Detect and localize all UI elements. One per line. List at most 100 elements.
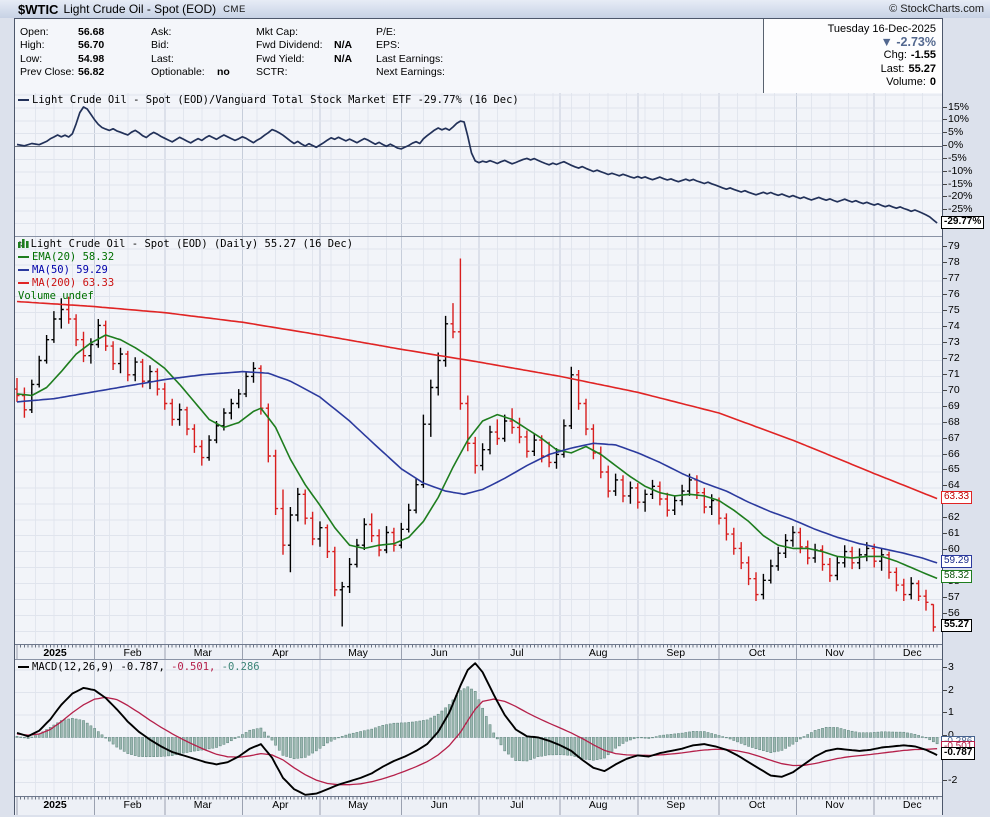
price-axis-label: 78 — [943, 257, 960, 268]
volume-bars-icon — [18, 239, 29, 248]
price-legend-title: Light Crude Oil - Spot (EOD) (Daily) 55.… — [30, 238, 354, 250]
price-axis-label: 62 — [943, 512, 960, 523]
legend-ema20: EMA(20) 58.32 — [18, 251, 353, 264]
price-axis-label: 61 — [943, 528, 960, 539]
macd-chart-svg — [15, 660, 942, 797]
axis-ticks — [16, 645, 938, 660]
quote-field-value: 56.70 — [78, 39, 105, 52]
ratio-last-value-box: -29.77% — [941, 216, 985, 230]
instrument-title: Light Crude Oil - Spot (EOD) — [63, 2, 217, 16]
month-label-2025: 2025 — [43, 799, 67, 811]
volume-row: Volume: 0 — [764, 76, 942, 89]
quote-field-label: Prev Close: — [20, 66, 75, 79]
quote-field-label: Fwd Yield: — [256, 52, 305, 65]
price-axis-label: 70 — [943, 384, 960, 396]
macd-axis-label: 0 — [943, 729, 954, 741]
price-legend-title-row: ⇅ Light Crude Oil - Spot (EOD) (Daily) 5… — [18, 238, 353, 251]
quote-info-block: Tuesday 16-Dec-2025 ▼ -2.73% Chg: -1.55 L… — [763, 19, 942, 93]
ma50-label: MA(50) 59.29 — [32, 264, 108, 276]
macd-line-icon — [18, 666, 29, 668]
month-label-Apr: Apr — [272, 647, 289, 659]
price-axis-label: 73 — [943, 337, 960, 348]
ratio-axis-label: -15% — [943, 178, 973, 190]
quote-field-value: 56.68 — [78, 26, 105, 38]
macd-axis-label: 2 — [943, 684, 954, 696]
quote-field-label: Last: — [151, 52, 174, 65]
quote-field-value: 56.82 — [78, 66, 105, 79]
quote-row: High: 56.70 — [20, 39, 104, 52]
ticker-symbol: $WTIC — [18, 1, 59, 17]
month-label-Jul: Jul — [510, 647, 524, 659]
month-label-Oct: Oct — [748, 647, 766, 659]
price-axis-label: 56 — [943, 607, 960, 619]
price-chart-svg — [15, 237, 942, 645]
quote-row: Low: 54.98 — [20, 53, 104, 66]
month-label-Mar: Mar — [193, 647, 212, 659]
macd-value: -0.787, — [114, 661, 165, 673]
copyright-link[interactable]: © StockCharts.com — [889, 3, 984, 15]
chg-label: Chg: — [883, 49, 907, 62]
quote-column-fundamentals: Mkt Cap: Fwd Dividend: N/A Fwd Yield: N/A SCT… — [256, 26, 352, 80]
updown-arrows-icon: ⇅ — [18, 238, 25, 250]
ma200-line-icon — [18, 282, 29, 284]
price-axis-label: 75 — [943, 305, 960, 316]
ratio-axis-label: 5% — [943, 127, 963, 138]
price-box-55.27: 55.27 — [941, 618, 973, 632]
ratio-chart-svg — [15, 93, 942, 236]
ratio-axis-label: -20% — [943, 191, 973, 202]
price-axis-label: 72 — [943, 352, 960, 364]
price-box-58.32: 58.32 — [941, 570, 973, 584]
month-label-Nov: Nov — [825, 799, 844, 811]
quote-row: P/E: — [376, 26, 456, 39]
axis-ticks — [16, 797, 938, 815]
quote-row: Ask: — [151, 26, 230, 39]
price-box-59.29: 59.29 — [941, 554, 973, 568]
month-label-Sep: Sep — [666, 647, 686, 659]
quote-field-label: High: — [20, 39, 45, 52]
quote-row: EPS: — [376, 39, 456, 52]
ratio-axis-label: 0% — [943, 140, 963, 151]
legend-volume: Volume undef — [18, 239, 353, 303]
month-label-Feb: Feb — [123, 799, 142, 811]
macd-legend-name: MACD(12,26,9) — [32, 661, 115, 673]
macd-box--0.787: -0.787 — [941, 747, 976, 761]
ma200-label: MA(200) 63.33 — [32, 277, 115, 289]
month-label-Aug: Aug — [588, 799, 608, 811]
quote-field-value: N/A — [334, 39, 353, 52]
price-axis-label: 57 — [943, 591, 960, 603]
quote-row: Mkt Cap: — [256, 26, 352, 39]
change-percent-row: ▼ -2.73% — [764, 36, 942, 49]
month-label-May: May — [348, 799, 368, 811]
quote-field-label: Mkt Cap: — [256, 26, 299, 38]
quote-field-label: SCTR: — [256, 66, 288, 79]
quote-row: Open: 56.68 — [20, 26, 104, 39]
ratio-chart-panel: Light Crude Oil - Spot (EOD)/Vanguard To… — [15, 93, 942, 236]
price-axis-label: 66 — [943, 448, 960, 460]
volume-value: 0 — [929, 75, 936, 88]
macd-axis-label: 3 — [943, 662, 954, 673]
month-label-Feb: Feb — [123, 647, 142, 659]
quote-column-ohlc: Open: 56.68 High: 56.70 Low: 54.98 Prev Close:… — [20, 26, 104, 80]
title-bar: $WTIC Light Crude Oil - Spot (EOD) CME ©… — [0, 0, 990, 18]
quote-field-value: N/A — [334, 52, 353, 65]
price-axis-label: 71 — [943, 368, 960, 380]
quote-field-value: 54.98 — [78, 52, 105, 65]
month-label-Jun: Jun — [430, 647, 448, 659]
price-axis-label: 69 — [943, 400, 960, 412]
last-value: 55.27 — [908, 62, 936, 75]
x-axis-months-bottom: 2025 Feb Mar Apr May Jun Jul Aug Sep Oct Nov Dec — [15, 796, 942, 815]
macd-axis-label: -2 — [943, 774, 957, 786]
quote-field-label: P/E: — [376, 26, 396, 38]
legend-ma50: MA(50) 59.29 — [18, 264, 353, 277]
price-axis-label: 68 — [943, 416, 960, 428]
quote-row: Bid: — [151, 39, 230, 52]
quote-field-label: Low: — [20, 52, 43, 65]
quote-field-label: EPS: — [376, 39, 400, 52]
down-triangle-icon: ▼ — [880, 35, 893, 50]
quote-row: Next Earnings: — [376, 66, 456, 79]
price-axis-label: 64 — [943, 480, 960, 491]
ratio-axis-label: 10% — [943, 114, 969, 125]
macd-axis-label: 1 — [943, 707, 954, 718]
quote-row: SCTR: — [256, 66, 352, 79]
volume-undef-label: Volume undef — [18, 290, 94, 302]
